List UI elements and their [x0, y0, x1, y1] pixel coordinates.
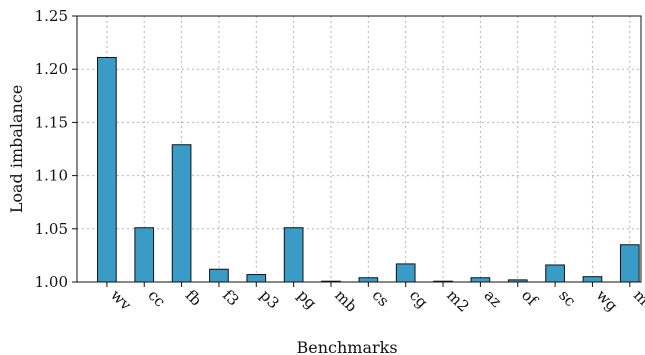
x-tick-label-p3: p3: [256, 286, 282, 312]
bar-cg: [395, 263, 416, 283]
y-tick-label: 1.15: [35, 113, 68, 131]
y-axis-label: Load imbalance: [7, 85, 26, 214]
plot-frame: [76, 15, 642, 283]
bar-f3: [209, 268, 229, 283]
bar-pg: [283, 227, 304, 283]
x-tick-label-mb: mb: [331, 286, 361, 316]
bar-wv: [97, 56, 117, 283]
bar-mean: [619, 244, 640, 283]
x-tick-label-cc: cc: [144, 286, 169, 311]
x-axis-ticks: wv cc fb f3 p3 pg mb cs cg m2 az of sc wg mean: [106, 282, 645, 329]
y-axis-ticks: 1.00 1.05 1.10 1.15 1.20 1.25: [35, 7, 77, 291]
y-tick-label: 1.05: [35, 220, 68, 238]
y-tick-label: 1.25: [35, 7, 68, 25]
x-tick-label-wv: wv: [107, 286, 135, 314]
bar-fb: [171, 144, 192, 283]
x-tick-label-mean: mean: [630, 286, 645, 328]
x-tick-label-pg: pg: [294, 286, 321, 313]
bar-cs: [358, 277, 379, 283]
bar-cc: [134, 227, 155, 283]
bar-wg: [582, 276, 603, 283]
bars: [97, 56, 640, 283]
x-axis-label: Benchmarks: [296, 338, 397, 355]
x-tick-label-m2: m2: [443, 286, 473, 316]
x-tick-label-cs: cs: [369, 286, 393, 310]
x-tick-label-az: az: [481, 286, 506, 311]
x-tick-label-of: of: [518, 286, 542, 310]
bar-p3: [246, 274, 267, 283]
y-tick-label: 1.00: [35, 273, 68, 291]
x-tick-label-sc: sc: [555, 286, 579, 310]
bar-az: [470, 277, 491, 283]
grid-lines: [77, 15, 641, 283]
y-tick-label: 1.10: [35, 167, 68, 185]
y-tick-label: 1.20: [35, 60, 68, 78]
x-tick-label-f3: f3: [219, 286, 242, 309]
x-tick-label-wg: wg: [593, 286, 622, 315]
bar-sc: [545, 264, 565, 283]
x-tick-label-fb: fb: [182, 286, 205, 309]
x-tick-label-cg: cg: [406, 286, 432, 312]
